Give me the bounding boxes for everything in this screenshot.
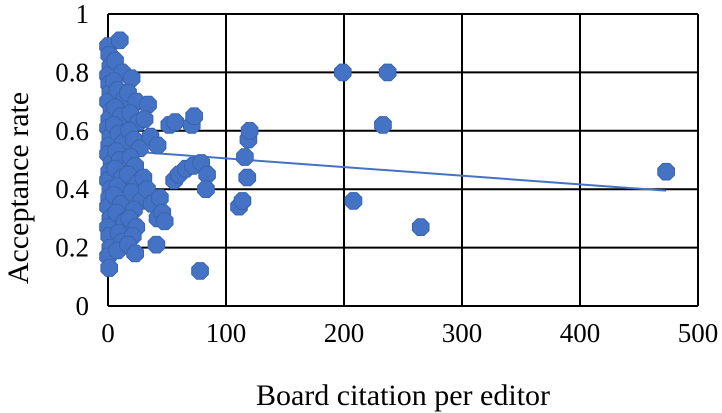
- data-point: [100, 259, 118, 277]
- grid-lines: [107, 13, 699, 307]
- data-point: [155, 212, 174, 231]
- y-axis-title: Acceptance rate: [2, 92, 35, 284]
- data-point: [657, 162, 675, 181]
- data-point: [334, 63, 352, 82]
- data-point: [185, 107, 203, 125]
- data-point: [238, 168, 257, 187]
- data-point: [166, 113, 185, 131]
- data-point: [191, 262, 209, 280]
- data-point: [374, 116, 392, 134]
- data-point: [147, 235, 166, 254]
- y-tick-label: 0.2: [55, 233, 89, 263]
- data-point: [240, 122, 259, 140]
- data-point: [111, 31, 129, 50]
- data-point: [344, 192, 363, 210]
- data-point: [411, 218, 430, 236]
- data-point: [135, 110, 154, 128]
- x-axis-title: Board citation per editor: [256, 379, 550, 412]
- y-tick-labels: 0 0.2 0.4 0.6 0.8 1: [55, 0, 89, 321]
- y-tick-label: 0.8: [55, 57, 89, 87]
- data-point: [233, 192, 252, 210]
- data-points: [99, 31, 675, 280]
- x-tick-labels: 0 100 200 300 400 500: [101, 318, 718, 348]
- y-tick-label: 0.4: [55, 174, 89, 204]
- data-point: [378, 63, 397, 82]
- x-tick-label: 300: [442, 318, 483, 348]
- data-point: [197, 180, 215, 198]
- y-tick-label: 0: [76, 291, 90, 321]
- x-tick-label: 0: [101, 318, 115, 348]
- x-tick-label: 100: [206, 318, 247, 348]
- x-tick-label: 200: [324, 318, 365, 348]
- x-tick-label: 400: [560, 318, 601, 348]
- y-tick-label: 0.6: [55, 116, 89, 146]
- data-point: [148, 136, 167, 155]
- x-tick-label: 500: [678, 318, 719, 348]
- y-tick-label: 1: [76, 0, 90, 29]
- data-point: [236, 148, 254, 166]
- data-point: [126, 244, 144, 263]
